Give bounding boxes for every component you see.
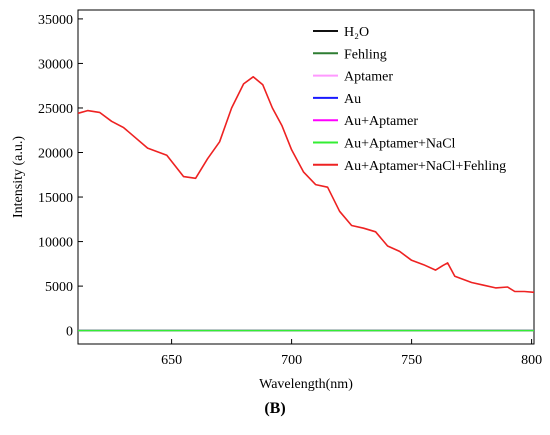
y-axis-title: Intensity (a.u.) xyxy=(11,136,26,218)
y-tick-label: 35000 xyxy=(38,13,73,28)
x-tick-label: 800 xyxy=(521,353,542,368)
legend-label: Aptamer xyxy=(344,70,393,85)
series-line-7 xyxy=(77,76,535,294)
legend-label: Au+Aptamer xyxy=(344,114,418,129)
y-tick-label: 10000 xyxy=(38,236,73,251)
legend: H₂O Fehling Aptamer Au Au+Aptamer Au+Aptamer+… xyxy=(313,25,506,174)
x-tick-label: 650 xyxy=(161,353,182,368)
y-tick-label: 0 xyxy=(66,325,73,340)
y-tick-label: 5000 xyxy=(45,280,73,295)
y-tick-label: 30000 xyxy=(38,57,73,72)
legend-label: Au+Aptamer+NaCl xyxy=(344,137,456,152)
plot-frame xyxy=(77,9,535,345)
legend-label: Au+Aptamer+NaCl+Fehling xyxy=(344,159,506,174)
legend-label: H₂O xyxy=(344,25,369,40)
x-axis: 650 700 750 800 xyxy=(161,339,542,368)
legend-label: Fehling xyxy=(344,47,387,62)
y-tick-label: 25000 xyxy=(38,102,73,117)
panel-label: (B) xyxy=(264,400,286,417)
legend-label: Au xyxy=(344,92,361,107)
x-tick-label: 700 xyxy=(281,353,302,368)
y-axis: 0 5000 10000 15000 20000 25000 30000 35000 xyxy=(38,13,83,340)
series-layer xyxy=(77,76,535,332)
x-axis-title: Wavelength(nm) xyxy=(259,377,353,392)
y-tick-label: 20000 xyxy=(38,147,73,162)
x-tick-label: 750 xyxy=(401,353,422,368)
y-tick-label: 15000 xyxy=(38,191,73,206)
